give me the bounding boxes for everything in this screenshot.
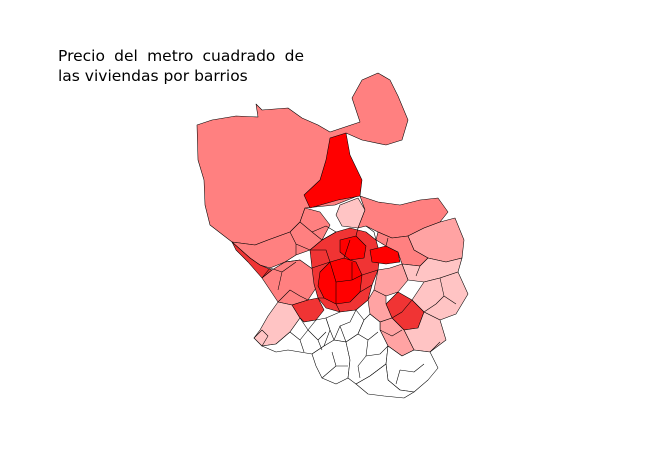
district-san-blas	[401, 257, 463, 283]
map-title-line-2: las viviendas por barrios	[58, 67, 248, 85]
district-far-south	[355, 363, 415, 399]
barrio-southwest-stub	[253, 329, 269, 347]
district-northern-wedge	[303, 132, 363, 209]
map-title: Precio del metro cuadrado de las viviend…	[58, 46, 318, 86]
barrio-boundary-lines	[261, 221, 457, 385]
map-title-line-1: Precio del metro cuadrado de	[58, 47, 304, 65]
district-moncloa-north	[231, 207, 331, 269]
district-moratalaz	[373, 263, 409, 297]
